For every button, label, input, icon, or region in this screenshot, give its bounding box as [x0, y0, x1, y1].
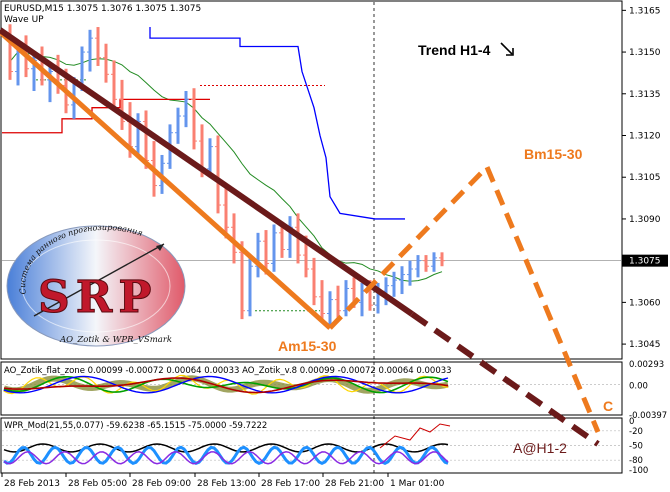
indicator2-title: WPR_Mod(21,55,0.077) -59.6238 -65.1515 -…: [4, 421, 268, 431]
price-tick-label: 1.3135: [629, 90, 661, 100]
band-upper-line: [149, 27, 405, 220]
trend-line-solid: [0, 27, 414, 317]
time-tick-label: 1 Mar 01:00: [390, 479, 445, 489]
ind2-tick-label: -80: [629, 456, 643, 466]
ind1-tick-label: 0.00: [629, 382, 648, 392]
current-price-label: 1.3075: [629, 257, 661, 267]
ind2-black-line: [3, 443, 449, 453]
price-tick-label: 1.3150: [629, 48, 661, 58]
ind1-blue-line: [3, 375, 449, 394]
price-tick-label: 1.3060: [629, 298, 661, 308]
trend-line-projection: [410, 311, 600, 447]
srp-logo-text: Система ранного прогнозирования SRP AO_Z…: [18, 223, 172, 345]
bm-label: Bm15-30: [524, 146, 583, 162]
am-label: Am15-30: [278, 338, 337, 354]
time-tick-label: 28 Feb 13:00: [197, 479, 256, 489]
ind2-tick-label: -20: [629, 427, 643, 437]
chart-wave-line: Wave UP: [4, 15, 44, 25]
ind2-tick-label: 0: [629, 417, 634, 427]
srp-big-text: SRP: [38, 272, 157, 323]
am-wave-line: [0, 30, 332, 330]
time-tick-label: 28 Feb 2013: [4, 479, 60, 489]
ind1-green-line: [3, 375, 449, 394]
time-tick-label: 28 Feb 21:00: [325, 479, 384, 489]
ind1-tick-label: -0.00397: [629, 411, 667, 421]
price-tick-label: 1.3105: [629, 173, 661, 183]
ind2-tick-label: -100: [629, 466, 648, 476]
ind2-red-line: [379, 423, 451, 449]
ind2-blue-line: [3, 445, 449, 465]
price-tick-label: 1.3090: [629, 215, 661, 225]
a-h1-label: A@H1-2: [513, 440, 567, 456]
price-tick-label: 1.3120: [629, 132, 661, 142]
ind2-purple-line: [3, 451, 449, 465]
price-tick-label: 1.3165: [629, 6, 661, 16]
price-tick-label: 1.3045: [629, 340, 661, 350]
ind2-tick-label: -50: [629, 442, 643, 452]
ind1-red-line: [3, 377, 449, 394]
trend-label-text: Trend H1-4: [418, 42, 491, 58]
time-tick-label: 28 Feb 17:00: [261, 479, 320, 489]
arrow-down-right-icon: [500, 42, 514, 56]
srp-logo-graphic: [6, 225, 186, 347]
chart-symbol-line: EURUSD,M15 1.3075 1.3076 1.3075 1.3075: [4, 4, 202, 14]
current-price-box: [622, 254, 668, 267]
srp-sub-text: AO_Zotik & WPR_VSmark: [59, 335, 172, 345]
time-tick-label: 28 Feb 09:00: [132, 479, 191, 489]
trend-label: Trend H1-4: [418, 42, 490, 58]
srp-logo: Система ранного прогнозирования SRP AO_Z…: [4, 218, 186, 350]
c-label: C: [603, 398, 614, 414]
indicator1-title: AO_Zotik_flat_zone 0.00099 -0.00072 0.00…: [4, 366, 452, 376]
time-tick-label: 28 Feb 05:00: [68, 479, 127, 489]
ind1-tick-label: 0.00293: [629, 360, 664, 370]
